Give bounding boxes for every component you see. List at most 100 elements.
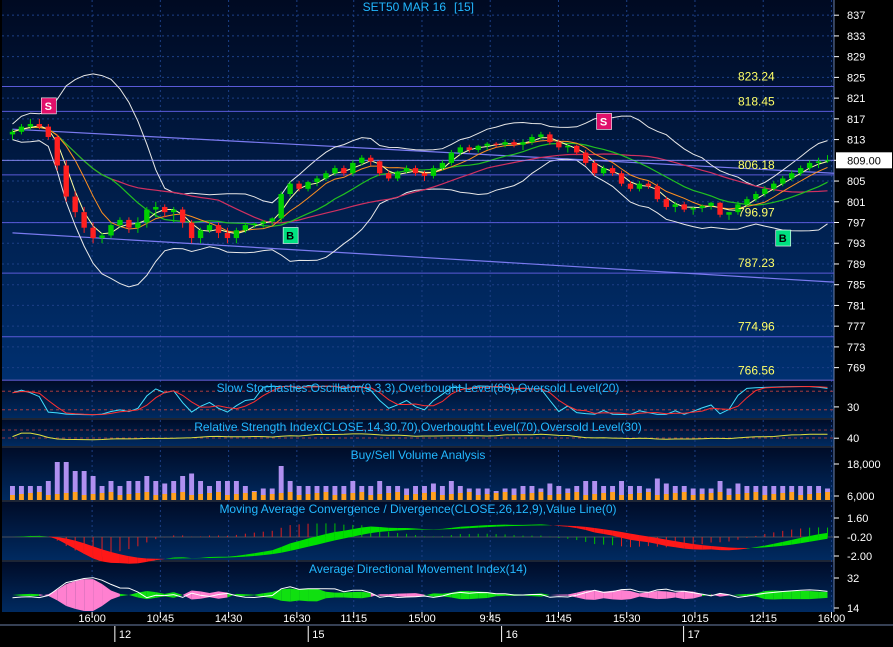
volume-bar-sell bbox=[449, 481, 454, 494]
adx-fill bbox=[810, 591, 819, 599]
volume-bar-sell bbox=[135, 481, 140, 493]
volume-bar-buy bbox=[512, 495, 517, 500]
volume-bar-sell bbox=[252, 491, 257, 492]
candle-body bbox=[135, 223, 140, 228]
sell-signal-label: S bbox=[600, 116, 607, 128]
volume-bar-buy bbox=[315, 493, 320, 500]
candle-body bbox=[55, 137, 60, 166]
volume-bar-sell bbox=[117, 486, 122, 495]
candle-body bbox=[780, 178, 785, 183]
volume-bar-sell bbox=[261, 489, 266, 496]
volume-bar-buy bbox=[807, 494, 812, 500]
volume-bar-sell bbox=[789, 486, 794, 492]
candle-body bbox=[180, 210, 185, 223]
volume-bar-buy bbox=[225, 495, 230, 500]
candle-body bbox=[565, 146, 570, 148]
volume-bar-sell bbox=[198, 481, 203, 494]
volume-bar-buy bbox=[458, 493, 463, 500]
volume-bar-sell bbox=[753, 486, 758, 492]
volume-bar-buy bbox=[467, 492, 472, 500]
candle-body bbox=[404, 168, 409, 172]
volume-bar-buy bbox=[198, 494, 203, 500]
adx-fill bbox=[290, 589, 299, 602]
panel-title: Moving Average Convergence / Divergence(… bbox=[219, 502, 616, 516]
volume-bar-buy bbox=[234, 494, 239, 500]
volume-bar-sell bbox=[744, 486, 749, 493]
volume-bar-buy bbox=[243, 493, 248, 500]
time-tick-label: 10:15 bbox=[681, 613, 709, 625]
volume-bar-buy bbox=[341, 494, 346, 500]
adx-fill bbox=[326, 592, 335, 599]
candle-body bbox=[270, 218, 275, 221]
volume-bar-buy bbox=[162, 494, 167, 500]
price-tick-label: 805 bbox=[847, 176, 865, 188]
candle-body bbox=[144, 210, 149, 223]
volume-bar-sell bbox=[368, 486, 373, 495]
candle-body bbox=[413, 168, 418, 173]
candle-body bbox=[261, 221, 266, 223]
volume-bar-buy bbox=[449, 494, 454, 500]
candle-body bbox=[807, 163, 812, 168]
time-tick-label: 15:00 bbox=[408, 613, 436, 625]
adx-fill bbox=[353, 592, 362, 599]
volume-bar-sell bbox=[610, 486, 615, 492]
panel-title: Slow Stochastics Oscillator(9,3,3),Overb… bbox=[217, 381, 620, 395]
volume-bar-buy bbox=[395, 492, 400, 500]
candle-body bbox=[108, 225, 113, 235]
price-tick-label: 801 bbox=[847, 197, 865, 209]
candle-body bbox=[628, 184, 633, 189]
adx-fill bbox=[783, 591, 792, 599]
volume-bar-buy bbox=[744, 493, 749, 500]
adx-fill bbox=[398, 593, 407, 596]
candle-body bbox=[476, 146, 481, 150]
last-price-label: 809.00 bbox=[847, 155, 881, 167]
volume-bar-sell bbox=[46, 481, 51, 495]
volume-bar-sell bbox=[341, 486, 346, 494]
volume-bar-sell bbox=[556, 486, 561, 494]
volume-bar-buy bbox=[610, 492, 615, 500]
volume-bar-sell bbox=[583, 481, 588, 495]
volume-bar-buy bbox=[762, 495, 767, 500]
candle-body bbox=[493, 144, 498, 145]
volume-bar-sell bbox=[55, 462, 60, 494]
candle-body bbox=[198, 230, 203, 238]
candle-body bbox=[37, 124, 42, 127]
panel-title: Average Directional Movement Index(14) bbox=[309, 562, 527, 576]
volume-bar-sell bbox=[727, 489, 732, 496]
volume-bar-buy bbox=[207, 493, 212, 500]
price-tick-label: 837 bbox=[847, 10, 865, 22]
panel-title: Buy/Sell Volume Analysis bbox=[351, 448, 486, 462]
volume-bar-sell bbox=[288, 481, 293, 492]
volume-bar-sell bbox=[10, 486, 15, 495]
price-tick-label: 793 bbox=[847, 238, 865, 250]
volume-bar-buy bbox=[485, 494, 490, 500]
volume-bar-sell bbox=[798, 486, 803, 495]
candle-body bbox=[529, 137, 534, 142]
volume-bar-sell bbox=[207, 486, 212, 493]
volume-bar-sell bbox=[270, 489, 275, 495]
volume-bar-buy bbox=[798, 495, 803, 500]
volume-bar-sell bbox=[538, 489, 543, 493]
macd-fill bbox=[380, 527, 389, 532]
adx-fill bbox=[299, 589, 308, 601]
price-tick-label: 813 bbox=[847, 135, 865, 147]
time-tick-label: 14:30 bbox=[215, 613, 243, 625]
volume-bar-buy bbox=[521, 494, 526, 500]
candle-body bbox=[789, 173, 794, 178]
volume-bar-buy bbox=[386, 493, 391, 500]
level-label: 806.18 bbox=[738, 158, 775, 172]
volume-bar-sell bbox=[332, 486, 337, 495]
volume-bar-sell bbox=[306, 486, 311, 494]
volume-bar-sell bbox=[171, 481, 176, 493]
volume-bar-sell bbox=[494, 491, 499, 493]
candle-body bbox=[395, 172, 400, 179]
volume-bar-buy bbox=[583, 495, 588, 500]
candle-body bbox=[81, 212, 86, 228]
volume-bar-buy bbox=[153, 495, 158, 500]
adx-fill bbox=[66, 581, 75, 609]
adx-fill bbox=[765, 591, 774, 600]
candle-body bbox=[377, 161, 382, 173]
day-label: 17 bbox=[688, 629, 700, 641]
candle-body bbox=[225, 233, 230, 238]
